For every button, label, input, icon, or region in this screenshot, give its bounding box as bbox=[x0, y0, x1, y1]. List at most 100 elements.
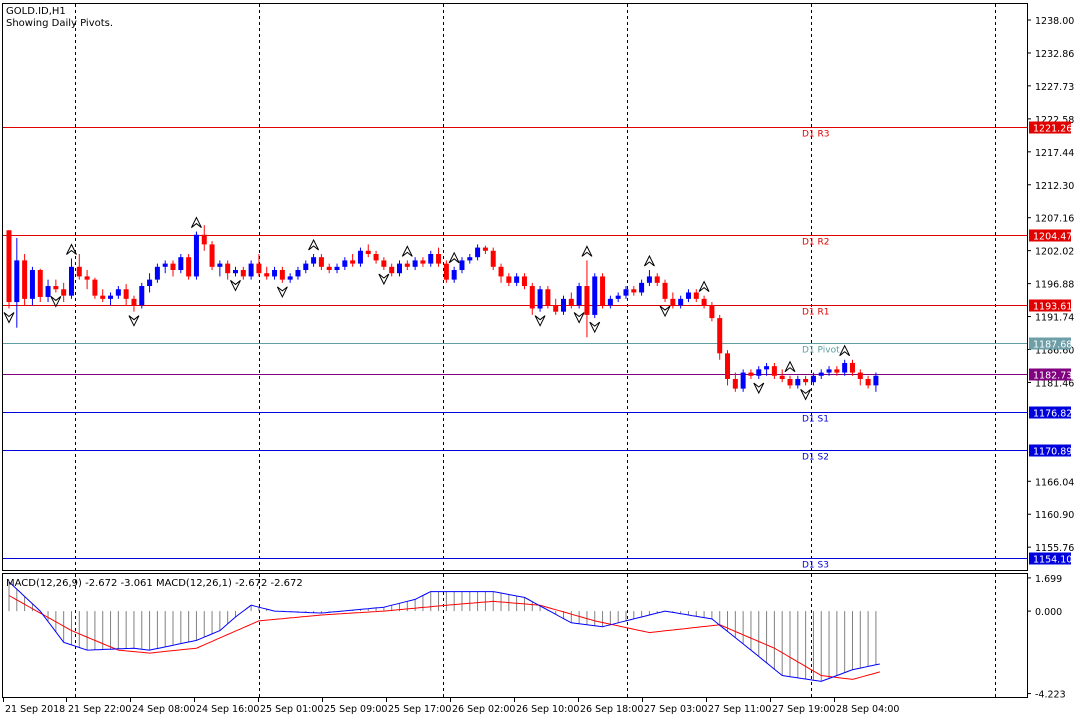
candle-body bbox=[350, 260, 356, 264]
candle-body bbox=[326, 266, 332, 271]
chart-title: GOLD.ID,H1 bbox=[6, 6, 66, 17]
candle-body bbox=[490, 250, 496, 267]
candle-body bbox=[256, 263, 262, 274]
price-badges: 1221.26 1204.47 1193.61 1187.68 1176.82 1170.… bbox=[1029, 121, 1072, 566]
pivot-price-badge bbox=[1029, 337, 1071, 350]
pivot-price-badge-label: 1193.61 bbox=[1033, 302, 1072, 313]
macd-axis-label: 1.699 bbox=[1035, 574, 1062, 585]
candle-body bbox=[553, 305, 559, 312]
macd-main-line bbox=[8, 581, 880, 682]
pivot-price-badge-label: 1221.26 bbox=[1033, 124, 1072, 135]
candle-body bbox=[357, 250, 363, 264]
pivot-price-badge-label: 1187.68 bbox=[1033, 340, 1072, 351]
pivot-line-label: D1 R1 bbox=[802, 308, 830, 318]
pivot-levels: D1 R3 D1 R2 D1 R1 D1 Pivot D1 S1 D1 S2 D1 S3 bbox=[3, 127, 1027, 571]
price-axis-label: 1155.76 bbox=[1035, 543, 1074, 554]
candle-body bbox=[795, 378, 801, 386]
candle-body bbox=[373, 253, 379, 261]
macd-plot-frame bbox=[2, 573, 1028, 698]
candle-body bbox=[865, 378, 871, 386]
time-axis-label: 27 Sep 11:00 bbox=[708, 704, 771, 715]
macd-panel: MACD(12,26,9) -2.672 -3.061 MACD(12,26,1… bbox=[2, 573, 1066, 701]
fractal-up-marker bbox=[401, 245, 413, 257]
candle-body bbox=[740, 372, 746, 389]
candle-body bbox=[787, 378, 793, 386]
fractal-up-marker bbox=[643, 254, 655, 267]
candle-body bbox=[521, 276, 527, 287]
pivot-line-label: D1 S1 bbox=[802, 415, 829, 425]
price-axis-label: 1217.44 bbox=[1035, 148, 1074, 159]
price-axis-label: 1186.60 bbox=[1035, 345, 1074, 356]
candle-body bbox=[545, 289, 551, 306]
candle-body bbox=[272, 270, 278, 277]
time-axis-label: 26 Sep 18:00 bbox=[580, 704, 643, 715]
time-axis: 21 Sep 2018 21 Sep 22:00 24 Sep 08:00 24 Se… bbox=[3, 697, 899, 715]
candle-body bbox=[873, 375, 879, 386]
candle-body bbox=[14, 260, 20, 303]
candle-body bbox=[436, 253, 442, 264]
candle-body bbox=[389, 266, 395, 274]
macd-axis-label: -4.223 bbox=[1035, 690, 1066, 701]
candle-body bbox=[693, 292, 699, 299]
candle-body bbox=[467, 257, 473, 261]
price-axis-label: 1181.46 bbox=[1035, 378, 1074, 389]
price-axis-label: 1160.90 bbox=[1035, 510, 1074, 521]
fractal-up-marker bbox=[308, 238, 320, 251]
candle-body bbox=[568, 298, 574, 306]
macd-vertical-grid bbox=[75, 574, 996, 697]
fractal-down-marker bbox=[573, 312, 585, 324]
pivot-price-badge bbox=[1029, 406, 1071, 419]
candle-body bbox=[803, 378, 809, 383]
time-axis-label: 25 Sep 01:00 bbox=[260, 704, 323, 715]
pivot-line-label: D1 S2 bbox=[802, 453, 829, 463]
time-axis-label: 24 Sep 08:00 bbox=[132, 704, 195, 715]
candle-body bbox=[53, 286, 59, 290]
candle-body bbox=[459, 260, 465, 271]
candle-body bbox=[123, 289, 129, 299]
candle-body bbox=[334, 266, 340, 271]
time-axis-label: 26 Sep 02:00 bbox=[452, 704, 515, 715]
fractal-up-marker bbox=[784, 360, 796, 373]
candle-body bbox=[178, 257, 184, 271]
candle-body bbox=[810, 375, 816, 383]
candle-body bbox=[561, 298, 567, 312]
candle-body bbox=[725, 353, 731, 379]
candle-body bbox=[209, 244, 215, 267]
fractal-down-marker bbox=[589, 321, 601, 334]
candle-body bbox=[678, 298, 684, 306]
candle-body bbox=[748, 372, 754, 376]
candle-body bbox=[22, 260, 28, 299]
candle-body bbox=[131, 298, 137, 306]
pivot-line-label: D1 R2 bbox=[802, 238, 830, 248]
fractal-up-marker bbox=[839, 344, 851, 357]
candle-body bbox=[92, 279, 98, 296]
candle-body bbox=[842, 362, 848, 373]
candle-body bbox=[201, 234, 207, 245]
time-axis-label: 25 Sep 09:00 bbox=[324, 704, 387, 715]
fractal-down-marker bbox=[800, 389, 812, 401]
price-axis-ticks: 1238.00 1232.86 1227.73 1222.58 1217.44 1212.… bbox=[1027, 3, 1074, 570]
candle-body bbox=[108, 295, 114, 299]
candle-body bbox=[420, 260, 426, 264]
candle-body bbox=[443, 263, 449, 280]
candle-body bbox=[29, 270, 35, 299]
candle-body bbox=[600, 276, 606, 306]
candle-body bbox=[76, 266, 82, 277]
candle-body bbox=[186, 257, 192, 277]
pivot-price-badge bbox=[1029, 299, 1071, 312]
fractal-down-marker bbox=[659, 305, 671, 318]
candle-body bbox=[162, 263, 168, 267]
pivot-price-badge-label: 1170.89 bbox=[1033, 447, 1072, 458]
main-plot: D1 R3 D1 R2 D1 R1 D1 Pivot D1 S1 D1 S2 D1 S3 G… bbox=[2, 3, 1028, 571]
candle-body bbox=[670, 298, 676, 306]
current-price-badge-label: 1182.73 bbox=[1033, 371, 1072, 382]
candle-body bbox=[295, 270, 301, 277]
candle-body bbox=[514, 276, 520, 283]
macd-axis-ticks: 1.699 0.000 -4.223 bbox=[1027, 574, 1066, 701]
time-axis-label: 21 Sep 22:00 bbox=[68, 704, 131, 715]
candle-body bbox=[240, 270, 246, 277]
candle-body bbox=[506, 276, 512, 283]
fractal-down-marker bbox=[230, 280, 241, 292]
pivot-price-badge bbox=[1029, 552, 1071, 565]
candle-body bbox=[225, 263, 231, 274]
